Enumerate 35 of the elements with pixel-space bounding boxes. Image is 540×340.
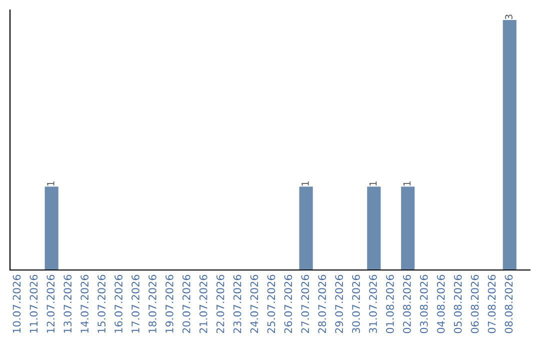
x-tick-label: 24.07.2026 [250,274,258,334]
x-tick-label: 28.07.2026 [318,274,326,334]
x-tick-label: 06.08.2026 [470,274,479,334]
x-tick-label: 20.07.2026 [182,274,190,334]
x-tick-label: 25.07.2026 [267,274,276,334]
data-label: 3 [505,14,512,20]
data-label: 1 [403,181,411,186]
x-tick-label: 10.07.2026 [12,274,21,333]
x-tick-label: 02.08.2026 [402,274,411,334]
x-tick-label: 15.07.2026 [98,274,106,333]
x-tick-label: 29.07.2026 [335,274,344,334]
x-tick-label: 05.08.2026 [454,274,462,334]
x-tick-label: 23.07.2026 [233,274,242,334]
x-tick-label: 12.07.2026 [46,274,55,333]
x-tick-label: 04.08.2026 [436,274,445,334]
x-tick-label: 03.08.2026 [420,274,428,334]
x-tick-label: 07.08.2026 [488,274,496,334]
x-tick-label: 22.07.2026 [216,274,224,334]
x-tick-label: 27.07.2026 [301,274,310,334]
x-tick-label: 21.07.2026 [199,274,208,334]
x-tick-label: 19.07.2026 [165,274,174,333]
x-tick-label: 30.07.2026 [352,274,360,334]
x-tick-label: 17.07.2026 [132,274,140,333]
x-tick-label: 14.07.2026 [80,274,89,333]
data-label: 1 [47,181,54,186]
x-tick-label: 11.07.2026 [30,274,38,333]
x-tick-label: 18.07.2026 [148,274,156,333]
data-label: 1 [302,181,309,186]
x-tick-label: 13.07.2026 [64,274,72,333]
x-tick-label: 08.08.2026 [504,274,513,334]
x-tick-label: 01.08.2026 [386,274,394,334]
x-tick-label: 16.07.2026 [114,274,122,333]
data-label: 1 [370,181,377,186]
x-tick-label: 26.07.2026 [284,274,292,334]
x-tick-label: 31.07.2026 [369,274,377,334]
